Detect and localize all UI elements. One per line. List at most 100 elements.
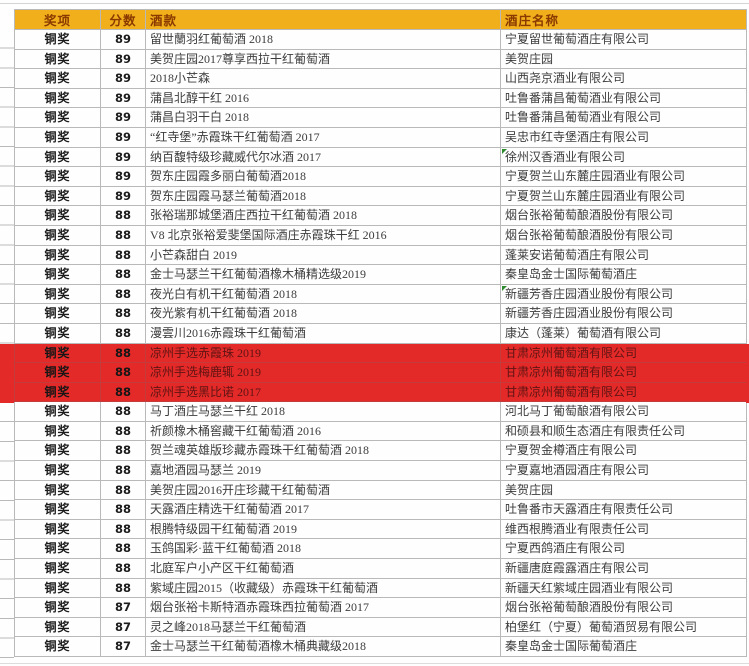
- table-row: 铜奖 89 蒲昌白羽干白 2018 吐鲁番蒲昌葡萄酒业有限公司: [14, 107, 747, 128]
- cell-winery: 秦皇岛金士国际葡萄酒庄: [500, 636, 747, 657]
- cell-score: 88: [100, 205, 146, 226]
- cell-award: 铜奖: [14, 440, 101, 462]
- table-row: 铜奖 88 北庭军户小产区干红葡萄酒 新疆唐庭霞露酒庄有限公司: [14, 558, 747, 579]
- table-row: 铜奖 88 嘉地酒园马瑟兰 2019 宁夏嘉地酒园酒庄有限公司: [14, 460, 747, 481]
- cell-award: 铜奖: [14, 29, 101, 50]
- cell-score: 88: [100, 401, 146, 422]
- table-row: 铜奖 88 V8 北京张裕爱斐堡国际酒庄赤霞珠干红 2016 烟台张裕葡萄酿酒股份有限…: [14, 224, 747, 246]
- cell-award: 铜奖: [14, 499, 101, 520]
- cell-award: 铜奖: [14, 107, 101, 128]
- cell-award: 铜奖: [14, 303, 101, 324]
- table-row: 铜奖 88 贺兰魂英雄版珍藏赤霞珠干红葡萄酒 2018 宁夏贺金樽酒庄有限公司: [14, 440, 747, 462]
- cell-winery: 美贺庄园: [500, 479, 747, 501]
- highlight-strip-right: [746, 344, 749, 403]
- cell-score: 88: [100, 264, 146, 285]
- column-header-wine: 酒款: [145, 9, 501, 30]
- cell-score: 88: [100, 460, 146, 481]
- cell-award: 铜奖: [14, 264, 101, 285]
- cell-wine: 漫雲川2016赤霞珠干红葡萄酒: [145, 322, 501, 344]
- table-row: 铜奖 88 凉州手选梅鹿辄 2019 甘肃凉州葡萄酒有限公司: [14, 362, 747, 383]
- cell-wine: 北庭军户小产区干红葡萄酒: [145, 558, 501, 579]
- table-row: 铜奖 87 灵之峰2018马瑟兰干红葡萄酒 柏堡红（宁夏）葡萄酒贸易有限公司: [14, 616, 747, 638]
- cell-comment-marker-icon: [502, 285, 507, 291]
- table-row: 铜奖 88 金士马瑟兰干红葡萄酒橡木桶精选级2019 秦皇岛金士国际葡萄酒庄: [14, 264, 747, 285]
- cell-wine: 嘉地酒园马瑟兰 2019: [145, 460, 501, 481]
- cell-score: 89: [100, 29, 146, 50]
- cell-winery: 吐鲁番市天露酒庄有限责任公司: [500, 499, 747, 520]
- cell-wine: 夜光紫有机干红葡萄酒 2018: [145, 303, 501, 324]
- table-row: 铜奖 87 金士马瑟兰干红葡萄酒橡木桶典藏级2018 秦皇岛金士国际葡萄酒庄: [14, 636, 747, 657]
- cell-wine: 蒲昌白羽干白 2018: [145, 107, 501, 128]
- table-row: 铜奖 88 漫雲川2016赤霞珠干红葡萄酒 康达（蓬莱）葡萄酒有限公司: [14, 322, 747, 344]
- cell-wine: 贺东庄园霞多丽白葡萄酒2018: [145, 166, 501, 187]
- cell-winery: 徐州汉香酒业有限公司: [500, 146, 747, 168]
- cell-winery: 山西尧京酒业有限公司: [500, 68, 747, 89]
- cell-award: 铜奖: [14, 126, 101, 148]
- cell-wine: 烟台张裕卡斯特酒赤霞珠西拉葡萄酒 2017: [145, 597, 501, 618]
- cell-score: 88: [100, 479, 146, 501]
- column-header-winery: 酒庄名称: [500, 9, 747, 30]
- cell-winery: 吴忠市红寺堡酒庄有限公司: [500, 126, 747, 148]
- cell-wine: 小芒森甜白 2019: [145, 244, 501, 266]
- cell-score: 87: [100, 636, 146, 657]
- top-divider: [0, 3, 749, 4]
- cell-award: 铜奖: [14, 401, 101, 422]
- cell-winery: 新疆唐庭霞露酒庄有限公司: [500, 558, 747, 579]
- cell-wine: 张裕瑞那城堡酒庄西拉干红葡萄酒 2018: [145, 205, 501, 226]
- cell-award: 铜奖: [14, 479, 101, 501]
- awards-table-wrap: 奖项 分数 酒款 酒庄名称 铜奖 89 留世蘭羽红葡萄酒 2018 宁夏留世葡萄酒庄有…: [14, 9, 747, 657]
- cell-award: 铜奖: [14, 577, 101, 599]
- cell-wine: 留世蘭羽红葡萄酒 2018: [145, 29, 501, 50]
- table-row: 铜奖 88 小芒森甜白 2019 蓬莱安诺葡萄酒庄有限公司: [14, 244, 747, 266]
- cell-comment-marker-icon: [502, 148, 507, 154]
- cell-score: 88: [100, 283, 146, 305]
- cell-wine: V8 北京张裕爱斐堡国际酒庄赤霞珠干红 2016: [145, 224, 501, 246]
- table-row: 铜奖 88 美贺庄园2016开庄珍藏干红葡萄酒 美贺庄园: [14, 479, 747, 501]
- cell-score: 89: [100, 146, 146, 168]
- cell-wine: 玉鸽国彩·蓝干红葡萄酒 2018: [145, 538, 501, 560]
- cell-award: 铜奖: [14, 244, 101, 266]
- cell-score: 89: [100, 185, 146, 207]
- cell-award: 铜奖: [14, 185, 101, 207]
- cell-winery: 吐鲁番蒲昌葡萄酒业有限公司: [500, 107, 747, 128]
- cell-winery: 蓬莱安诺葡萄酒庄有限公司: [500, 244, 747, 266]
- cell-wine: 美贺庄园2017尊享西拉干红葡萄酒: [145, 48, 501, 70]
- cell-winery: 新疆天红紫域庄园酒业有限公司: [500, 577, 747, 599]
- table-header-row: 奖项 分数 酒款 酒庄名称: [14, 9, 747, 30]
- cell-wine: 2018小芒森: [145, 68, 501, 89]
- cell-score: 88: [100, 342, 146, 364]
- cell-score: 88: [100, 322, 146, 344]
- cell-winery: 烟台张裕葡萄酿酒股份有限公司: [500, 224, 747, 246]
- cell-award: 铜奖: [14, 636, 101, 657]
- table-row: 铜奖 88 张裕瑞那城堡酒庄西拉干红葡萄酒 2018 烟台张裕葡萄酿酒股份有限公司: [14, 205, 747, 226]
- cell-award: 铜奖: [14, 597, 101, 618]
- cell-winery: 和硕县和顺生态酒庄有限责任公司: [500, 420, 747, 442]
- table-row: 铜奖 89 美贺庄园2017尊享西拉干红葡萄酒 美贺庄园: [14, 48, 747, 70]
- wine-awards-table: 奖项 分数 酒款 酒庄名称 铜奖 89 留世蘭羽红葡萄酒 2018 宁夏留世葡萄酒庄有…: [14, 9, 747, 657]
- table-row: 铜奖 88 马丁酒庄马瑟兰干红 2018 河北马丁葡萄酿酒有限公司: [14, 401, 747, 422]
- cell-score: 89: [100, 68, 146, 89]
- cell-wine: 凉州手选赤霞珠 2019: [145, 342, 501, 364]
- cell-award: 铜奖: [14, 538, 101, 560]
- cell-award: 铜奖: [14, 68, 101, 89]
- cell-wine: 灵之峰2018马瑟兰干红葡萄酒: [145, 616, 501, 638]
- cell-score: 88: [100, 224, 146, 246]
- cell-award: 铜奖: [14, 616, 101, 638]
- cell-winery: 宁夏贺金樽酒庄有限公司: [500, 440, 747, 462]
- table-row: 铜奖 87 烟台张裕卡斯特酒赤霞珠西拉葡萄酒 2017 烟台张裕葡萄酿酒股份有限公司: [14, 597, 747, 618]
- cell-wine: 天露酒庄精选干红葡萄酒 2017: [145, 499, 501, 520]
- cell-winery: 宁夏嘉地酒园酒庄有限公司: [500, 460, 747, 481]
- cell-score: 89: [100, 166, 146, 187]
- table-row: 铜奖 88 凉州手选赤霞珠 2019 甘肃凉州葡萄酒有限公司: [14, 342, 747, 364]
- cell-winery: 吐鲁番蒲昌葡萄酒业有限公司: [500, 87, 747, 109]
- cell-wine: “红寺堡”赤霞珠干红葡萄酒 2017: [145, 126, 501, 148]
- table-row: 铜奖 88 夜光白有机干红葡萄酒 2018 新疆芳香庄园酒业股份有限公司: [14, 283, 747, 305]
- cell-winery: 甘肃凉州葡萄酒有限公司: [500, 362, 747, 383]
- cell-winery: 河北马丁葡萄酿酒有限公司: [500, 401, 747, 422]
- cell-award: 铜奖: [14, 48, 101, 70]
- cell-score: 87: [100, 597, 146, 618]
- cell-award: 铜奖: [14, 460, 101, 481]
- cell-wine: 夜光白有机干红葡萄酒 2018: [145, 283, 501, 305]
- cell-winery: 甘肃凉州葡萄酒有限公司: [500, 381, 747, 403]
- table-body: 铜奖 89 留世蘭羽红葡萄酒 2018 宁夏留世葡萄酒庄有限公司 铜奖 89 美贺庄园201…: [14, 29, 747, 657]
